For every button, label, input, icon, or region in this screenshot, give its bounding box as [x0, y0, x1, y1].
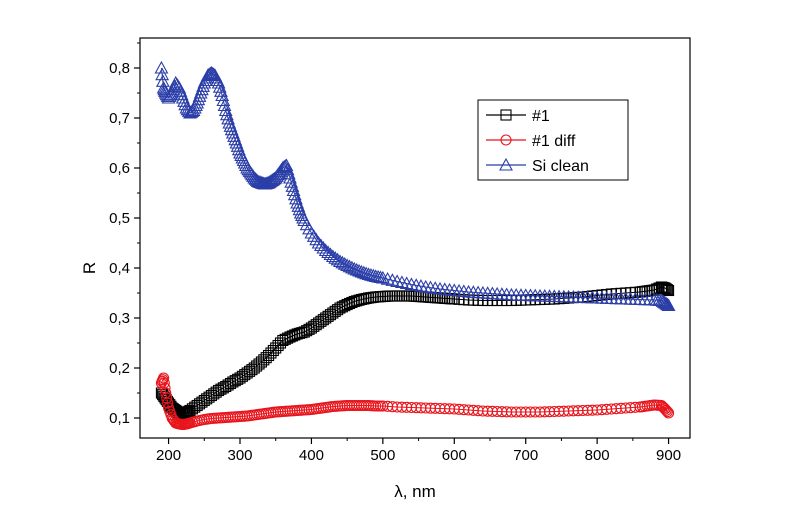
y-tick-label: 0,4 — [109, 260, 130, 277]
data-point — [659, 296, 674, 310]
legend-item: #1 — [486, 108, 550, 125]
y-tick-label: 0,1 — [109, 410, 130, 427]
data-point — [661, 406, 673, 418]
data-point — [659, 403, 671, 415]
series-line — [160, 376, 669, 426]
y-tick-label: 0,2 — [109, 360, 130, 377]
data-point — [663, 407, 675, 419]
x-tick-label: 200 — [156, 447, 181, 464]
data-point — [204, 65, 219, 79]
axes — [139, 37, 691, 439]
data-point — [658, 295, 672, 309]
data-point — [162, 397, 174, 409]
y-tick-label: 0,7 — [109, 110, 130, 127]
y-tick-label: 0,3 — [109, 310, 130, 327]
data-point — [217, 98, 232, 112]
legend-marker — [499, 157, 513, 171]
x-tick-label: 800 — [585, 447, 610, 464]
data-point — [418, 279, 433, 293]
data-point — [323, 247, 338, 261]
data-point — [180, 407, 192, 419]
data-point — [193, 85, 208, 99]
data-point — [194, 82, 209, 96]
data-point — [423, 280, 438, 294]
legend-item: Si clean — [486, 157, 589, 175]
data-point — [660, 297, 675, 311]
y-tick-label: 0,6 — [109, 160, 130, 177]
x-tick-label: 300 — [227, 447, 252, 464]
series-line — [161, 286, 669, 415]
data-point — [219, 107, 234, 121]
legend-marker — [500, 109, 512, 121]
y-tick-label: 0,8 — [109, 60, 130, 77]
data-point — [394, 275, 409, 289]
data-point — [286, 183, 301, 197]
data-point — [154, 60, 169, 74]
data-point — [314, 238, 328, 252]
data-point — [390, 274, 405, 288]
data-point — [192, 89, 207, 102]
data-point — [279, 158, 294, 172]
x-tick-label: 600 — [442, 447, 467, 464]
x-tick-label: 700 — [513, 447, 538, 464]
data-point — [660, 283, 672, 295]
data-point — [404, 277, 419, 291]
data-point — [215, 88, 230, 102]
data-point — [211, 75, 226, 89]
data-point — [659, 282, 671, 294]
series-si-clean — [154, 60, 676, 312]
y-tick-label: 0,5 — [109, 210, 130, 227]
data-point — [409, 278, 424, 291]
x-tick-label: 500 — [370, 447, 395, 464]
data-point — [318, 243, 333, 257]
data-point — [321, 245, 336, 259]
data-point — [183, 405, 195, 417]
data-point — [216, 93, 231, 107]
data-point — [284, 175, 299, 188]
x-axis-title: λ, nm — [394, 482, 436, 501]
data-point — [191, 92, 206, 106]
data-point — [661, 284, 673, 296]
ticks-layer: 200 300 400 500 600 700 800 900 0,1 0,2 0,3 0,4 0,5 0… — [109, 42, 681, 464]
data-point — [218, 103, 233, 117]
data-point — [399, 276, 414, 290]
data-point — [155, 67, 170, 81]
plot-frame — [139, 37, 691, 439]
legend: #1 #1 diff Si clean — [477, 99, 629, 181]
x-tick-label: 400 — [299, 447, 324, 464]
series--1-diff — [155, 372, 675, 431]
data-point — [184, 105, 199, 118]
data-point — [316, 240, 331, 254]
series-layer — [154, 60, 676, 431]
data-point — [660, 404, 672, 416]
legend-label: #1 — [532, 108, 550, 125]
data-point — [190, 95, 205, 109]
data-point — [212, 80, 227, 93]
data-point — [277, 160, 291, 173]
data-point — [414, 279, 428, 292]
legend-item: #1 diff — [486, 133, 576, 150]
data-point — [428, 281, 443, 294]
data-point — [214, 84, 228, 97]
data-point — [281, 166, 296, 180]
legend-label: #1 diff — [532, 133, 576, 150]
data-point — [285, 179, 300, 192]
legend-marker — [500, 134, 512, 146]
data-point — [311, 235, 326, 249]
data-point — [661, 298, 676, 312]
data-point — [283, 170, 297, 184]
data-point — [287, 187, 302, 201]
x-tick-label: 900 — [656, 447, 681, 464]
legend-label: Si clean — [532, 158, 589, 175]
data-point — [280, 162, 295, 176]
y-axis-title: R — [80, 262, 99, 274]
data-point — [663, 284, 675, 297]
